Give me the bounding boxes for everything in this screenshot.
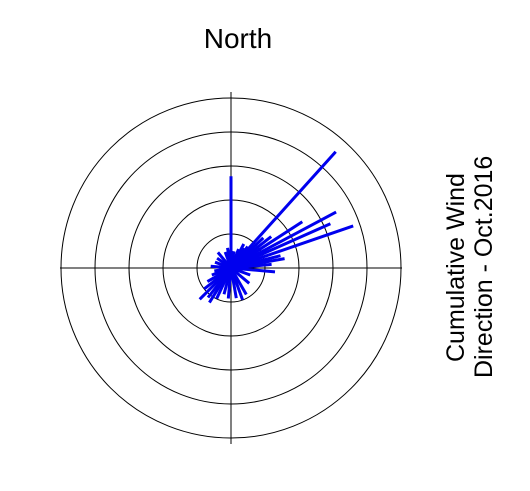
wind-spoke-37 [229,251,236,269]
wind-spoke-10 [230,222,332,270]
chart-title: North [204,23,272,54]
side-label-line2: Direction - Oct.2016 [470,156,498,378]
wind-spoke-5 [229,150,337,270]
side-label-line1: Cumulative Wind [442,173,470,362]
wind-direction-spokes [198,150,354,304]
wind-spoke-15 [230,266,276,274]
wind-spoke-11 [230,224,354,270]
